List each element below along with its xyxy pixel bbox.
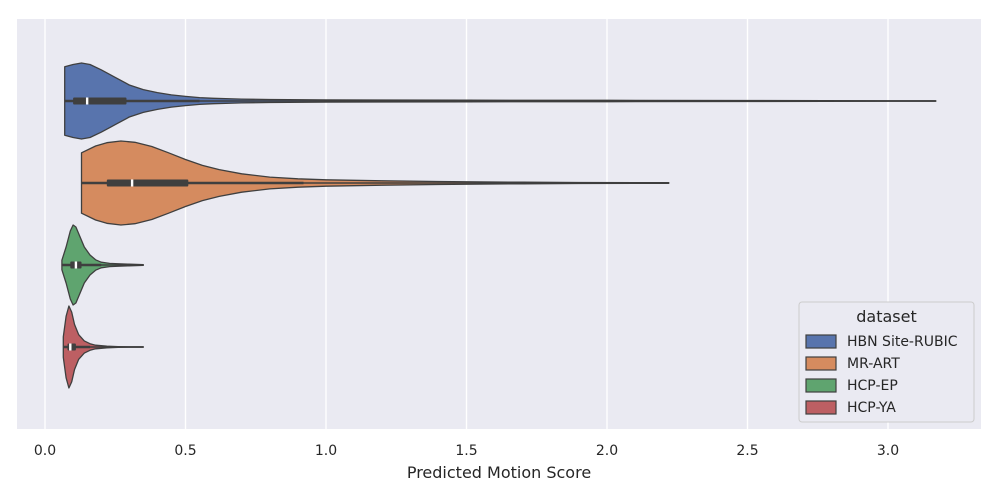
x-axis-ticks: 0.0 0.5 1.0 1.5 2.0 2.5 3.0	[34, 443, 899, 459]
legend-swatch	[805, 356, 837, 371]
violin-iqr-box	[73, 97, 127, 105]
x-tick-label: 0.5	[174, 443, 196, 459]
violin-median	[74, 261, 78, 269]
x-tick-label: 1.5	[455, 443, 477, 459]
legend-label: HCP-EP	[847, 378, 898, 394]
violin-median	[85, 97, 89, 105]
legend-title: dataset	[856, 307, 917, 326]
legend-label: MR-ART	[847, 356, 900, 372]
legend-box	[798, 301, 975, 423]
x-tick-label: 2.0	[596, 443, 618, 459]
x-tick-label: 1.0	[315, 443, 337, 459]
violin-median	[69, 343, 72, 351]
legend-swatch	[805, 334, 837, 349]
x-tick-label: 3.0	[877, 443, 899, 459]
violin-iqr-box	[106, 179, 189, 187]
legend: dataset HBN Site-RUBIC MR-ART HCP-EP HCP-YA	[798, 301, 975, 423]
x-tick-label: 0.0	[34, 443, 56, 459]
legend-label: HBN Site-RUBIC	[847, 334, 958, 350]
legend-swatch	[805, 400, 837, 415]
legend-swatch	[805, 378, 837, 393]
x-tick-label: 2.5	[736, 443, 758, 459]
violin-iqr-box	[67, 343, 76, 351]
x-axis-label: Predicted Motion Score	[407, 463, 591, 482]
violins	[61, 62, 937, 389]
violin-median	[130, 179, 134, 187]
legend-label: HCP-YA	[847, 400, 896, 416]
